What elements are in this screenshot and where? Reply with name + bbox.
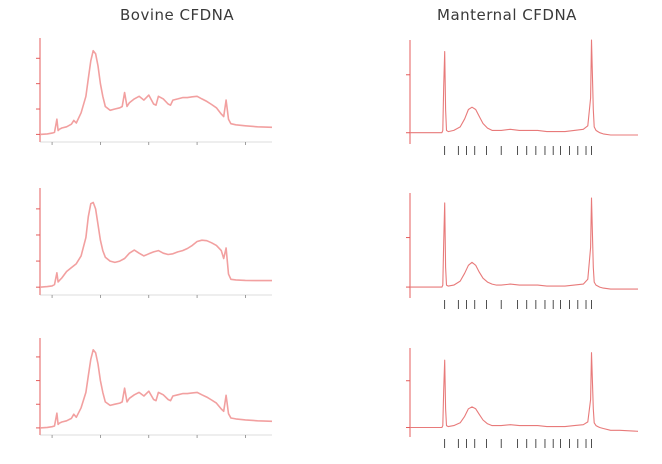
series-line (39, 348, 273, 429)
series-line (410, 352, 639, 432)
series-line (39, 49, 273, 136)
maternal-chart-1 (406, 39, 638, 155)
maternal-chart-2 (406, 193, 638, 309)
bovine-column-title: Bovine CFDNA (120, 6, 235, 24)
bovine-chart-2 (36, 188, 272, 298)
maternal-chart-3 (406, 348, 639, 448)
maternal-column-title: Manternal CFDNA (437, 6, 577, 24)
bovine-chart-1 (36, 38, 273, 145)
series-line (39, 201, 272, 288)
bovine-chart-3 (36, 338, 273, 438)
series-line (410, 197, 638, 290)
series-line (410, 39, 638, 136)
